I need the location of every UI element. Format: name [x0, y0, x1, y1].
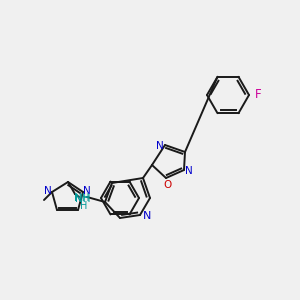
Text: N: N	[156, 141, 164, 151]
Text: N: N	[185, 166, 193, 176]
Text: NH: NH	[74, 193, 90, 203]
Text: H: H	[80, 201, 88, 211]
Text: O: O	[163, 180, 171, 190]
Text: NH: NH	[75, 194, 91, 204]
Text: N: N	[143, 211, 151, 221]
Text: N: N	[83, 186, 91, 196]
Text: F: F	[255, 88, 261, 101]
Text: N: N	[44, 186, 52, 196]
